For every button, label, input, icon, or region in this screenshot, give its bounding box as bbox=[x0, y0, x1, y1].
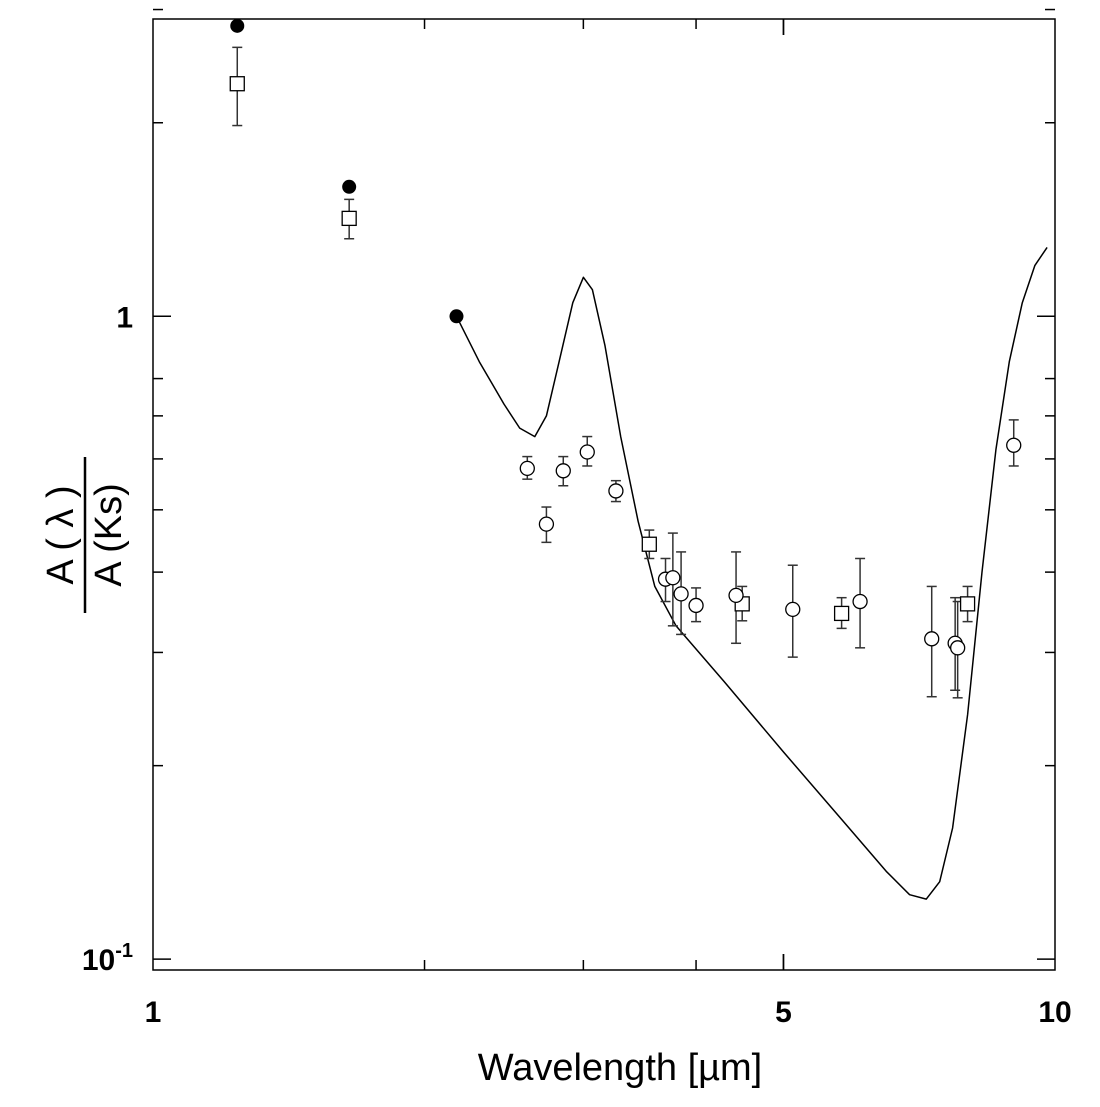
open-circle-point bbox=[579, 444, 595, 460]
open-circle-point bbox=[673, 586, 689, 602]
open-circle-point bbox=[852, 593, 868, 610]
y-axis-title-denominator: A (Ks) bbox=[88, 483, 130, 586]
open-circle-point bbox=[688, 597, 704, 614]
x-tick-label: 1 bbox=[145, 996, 162, 1029]
y-axis-title: A ( λ ) A (Ks) bbox=[40, 457, 130, 613]
x-tick-label: 5 bbox=[775, 996, 792, 1029]
open-circle-point bbox=[950, 640, 966, 656]
data-marks bbox=[229, 18, 1048, 900]
y-axis-title-numerator: A ( λ ) bbox=[40, 485, 82, 584]
open-circle-point bbox=[1006, 437, 1022, 453]
open-circle-point bbox=[728, 587, 744, 604]
open-circle-point bbox=[555, 463, 571, 479]
filled-circle-point bbox=[342, 179, 357, 194]
open-circle-point bbox=[608, 483, 624, 499]
y-tick-label: 1 bbox=[116, 301, 133, 334]
open-square-point bbox=[833, 605, 850, 622]
open-circle-point bbox=[519, 460, 535, 477]
open-circle-point bbox=[924, 631, 940, 647]
open-square-point bbox=[641, 536, 657, 552]
model-curve bbox=[455, 246, 1048, 900]
x-axis-title: Wavelength [µm] bbox=[478, 1047, 762, 1089]
filled-circle-point bbox=[449, 309, 464, 324]
y-tick-label: 10-1 bbox=[82, 940, 133, 977]
axis-ticks bbox=[153, 8, 1055, 970]
open-circle-point bbox=[665, 570, 681, 586]
open-square-point bbox=[959, 596, 976, 612]
plot-frame bbox=[152, 18, 1056, 971]
open-circle-point bbox=[538, 516, 555, 532]
filled-circle-point bbox=[230, 18, 245, 33]
open-square-point bbox=[229, 76, 245, 92]
open-circle-point bbox=[785, 601, 801, 618]
tick-labels: 1 5 10 1 10-1 bbox=[82, 301, 1072, 1029]
open-square-point bbox=[341, 210, 357, 227]
x-tick-label: 10 bbox=[1038, 996, 1071, 1029]
